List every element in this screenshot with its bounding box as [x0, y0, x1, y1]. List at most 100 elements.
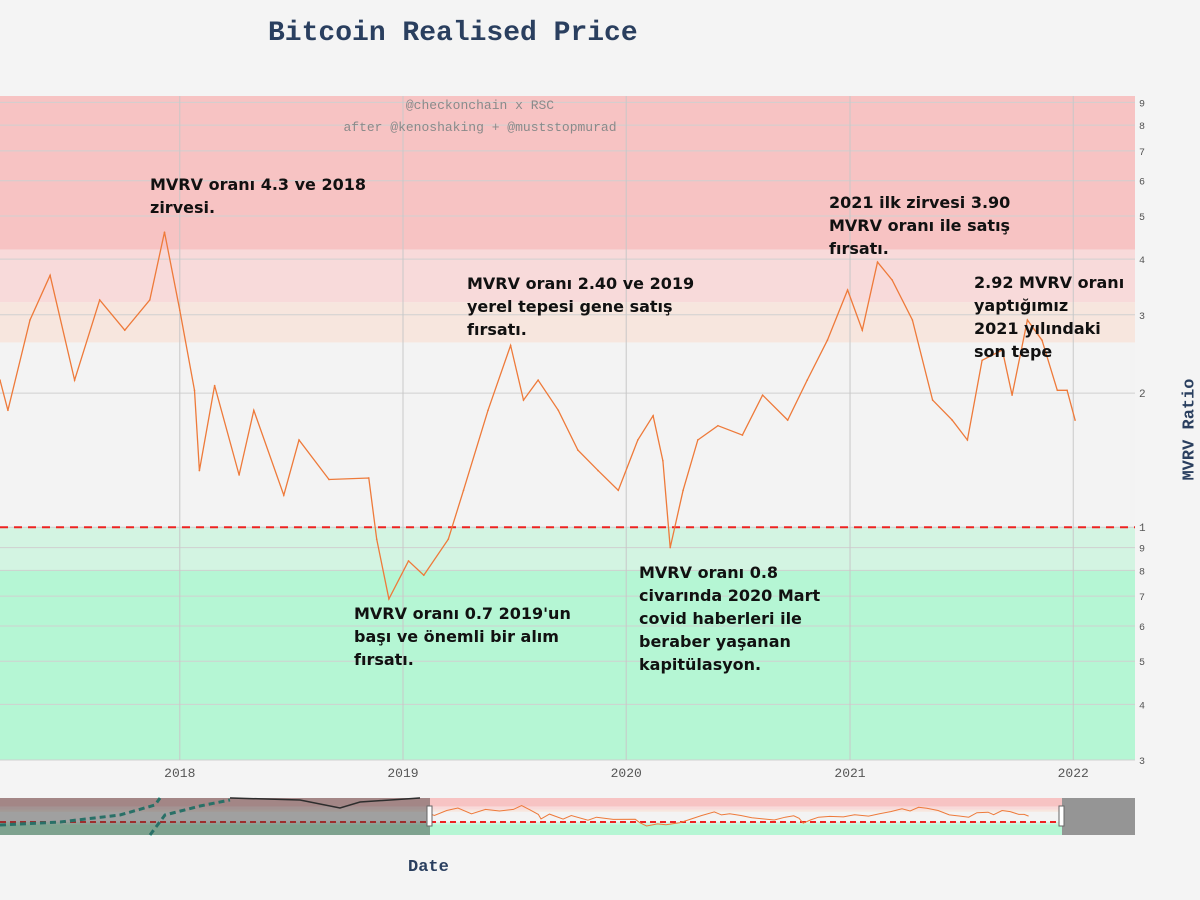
annotation-2019-local-top: MVRV oranı 2.40 ve 2019 yerel tepesi gen…: [467, 274, 695, 339]
slider-hidden-series-dark: [229, 797, 421, 809]
mvrv-data-point: [388, 598, 390, 600]
mvrv-data-point: [717, 424, 719, 427]
y-tick-label: 5: [1139, 213, 1145, 224]
mvrv-data-point: [617, 489, 620, 492]
slider-handle-right[interactable]: [1058, 805, 1065, 827]
slider-hidden-series: [0, 797, 231, 836]
mvrv-data-point: [652, 414, 654, 417]
mvrv-data-point: [761, 394, 764, 396]
slider-handle-left[interactable]: [426, 805, 433, 827]
mvrv-data-point: [1074, 419, 1076, 421]
y-tick-label: 5: [1139, 658, 1145, 669]
band-1: [0, 249, 1135, 303]
mvrv-data-point: [669, 546, 672, 549]
mvrv-data-point: [911, 319, 914, 321]
slider-band-2: [0, 809, 1135, 812]
mvrv-data-point: [49, 274, 51, 277]
range-slider[interactable]: [0, 797, 1135, 836]
mvrv-data-point: [328, 478, 330, 481]
slider-mask-left: [0, 798, 430, 835]
mvrv-data-point: [1041, 339, 1043, 342]
y-tick-label: 8: [1139, 122, 1145, 133]
mvrv-data-point: [163, 231, 166, 233]
mvrv-data-point: [7, 409, 9, 412]
mvrv-data-point: [696, 439, 699, 441]
mvrv-data-point: [509, 344, 512, 347]
y-tick-label: 6: [1139, 178, 1145, 189]
mvrv-data-point: [213, 384, 216, 387]
slider-band-4: [0, 824, 1135, 835]
mvrv-data-point: [1001, 349, 1004, 351]
mvrv-data-point: [193, 389, 196, 392]
x-tick-label: 2021: [834, 766, 865, 781]
mvrv-data-point: [537, 379, 539, 381]
mvrv-data-point: [786, 419, 789, 421]
mvrv-data-point: [826, 339, 829, 342]
mvrv-data-point: [178, 309, 181, 312]
annotation-2018-top: MVRV oranı 4.3 ve 2018 zirvesi.: [150, 175, 366, 217]
slider-band-3: [0, 822, 1135, 825]
slider-mask-right: [1062, 798, 1135, 835]
mvrv-data-point: [1011, 394, 1013, 396]
mvrv-data-point: [447, 538, 450, 540]
mvrv-data-point: [597, 469, 599, 472]
mvrv-data-point: [846, 289, 849, 291]
mvrv-data-point: [422, 574, 425, 577]
gridlines: [0, 96, 1135, 761]
mvrv-data-point: [522, 399, 525, 401]
band-0: [0, 96, 1135, 250]
mvrv-data-point: [637, 439, 639, 441]
mvrv-data-point: [462, 489, 465, 492]
mvrv-data-point: [966, 439, 969, 441]
y-tick-label: 2: [1139, 389, 1146, 401]
mvrv-data-point: [577, 449, 579, 451]
x-tick-label: 2018: [164, 766, 195, 781]
mvrv-data-point: [198, 469, 201, 472]
band-2: [0, 302, 1135, 343]
x-tick-label: 2020: [611, 766, 642, 781]
mvrv-data-point: [29, 319, 31, 321]
chart-credit-line-1: @checkonchain x RSC: [405, 98, 555, 113]
x-axis-label: Date: [408, 858, 449, 877]
mvrv-data-point: [407, 560, 410, 562]
mvrv-data-point: [238, 474, 240, 476]
mvrv-data-point: [806, 379, 809, 381]
y-axis-label: MVRV Ratio: [1180, 378, 1200, 481]
mvrv-data-point: [0, 379, 1, 381]
mvrv-data-point: [149, 299, 151, 301]
chart-title: Bitcoin Realised Price: [268, 18, 638, 49]
mvrv-data-point: [298, 439, 300, 441]
mvrv-data-point: [282, 494, 285, 496]
mvrv-data-point: [981, 359, 983, 362]
y-axis-ticks: 3 4 5 6 7 8 9 1 2 3 4 5 6 7 8 9: [1139, 99, 1146, 768]
mvrv-data-point: [1056, 389, 1059, 392]
band-4: [0, 570, 1135, 760]
slider-band-1: [0, 806, 1135, 810]
chart-credit-line-2: after @kenoshaking + @muststopmurad: [343, 120, 617, 135]
annotation-2021-first-top: 2021 ilk zirvesi 3.90 MVRV oranı ile sat…: [829, 193, 1011, 258]
slider-band-0: [0, 798, 1135, 807]
mvrv-data-point: [662, 459, 664, 462]
y-tick-label: 4: [1139, 701, 1145, 712]
mvrv-data-point: [98, 299, 101, 301]
y-tick-label: 8: [1139, 567, 1145, 578]
mvrv-data-point: [891, 279, 894, 281]
mvrv-data-point: [682, 489, 684, 492]
y-tick-label: 3: [1139, 312, 1145, 323]
x-tick-label: 2022: [1058, 766, 1089, 781]
mvrv-data-point: [741, 434, 744, 436]
slider-series-line: [429, 805, 1029, 827]
y-tick-label: 4: [1139, 256, 1145, 267]
mvrv-data-point: [931, 399, 934, 401]
y-tick-label: 6: [1139, 623, 1145, 634]
annotation-2021-last-top: 2.92 MVRV oranı yaptığımız 2021 yılındak…: [974, 273, 1125, 361]
y-tick-label: 7: [1139, 593, 1145, 604]
y-tick-label: 9: [1139, 99, 1145, 110]
mvrv-data-point: [1066, 389, 1068, 392]
mvrv-data-point: [487, 409, 489, 412]
y-tick-label: 7: [1139, 148, 1145, 159]
annotation-2020-covid: MVRV oranı 0.8 civarında 2020 Mart covid…: [639, 563, 821, 674]
x-tick-label: 2019: [387, 766, 418, 781]
mvrv-data-point: [1026, 319, 1029, 321]
